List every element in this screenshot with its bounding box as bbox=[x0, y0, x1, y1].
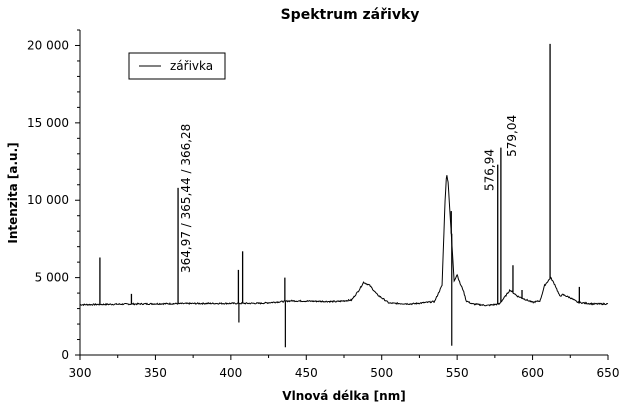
series-layer bbox=[79, 43, 609, 348]
peak-annotation-0: 364,97 / 365,44 / 366,28 bbox=[179, 124, 193, 273]
y-tick-label-0: 0 bbox=[61, 348, 69, 362]
y-axis: 0 5 000 10 000 15 000 20 000 bbox=[27, 29, 81, 362]
x-tick-label-450: 450 bbox=[295, 366, 318, 380]
series-zarivka-baseline bbox=[79, 175, 609, 307]
y-axis-label: Intenzita [a.u.] bbox=[6, 142, 20, 243]
annotation-layer: 364,97 / 365,44 / 366,28 576,94 579,04 bbox=[179, 115, 519, 273]
x-axis-label: Vlnová délka [nm] bbox=[282, 389, 405, 403]
x-tick-label-400: 400 bbox=[219, 366, 242, 380]
peak-annotation-1: 576,94 bbox=[482, 149, 496, 191]
x-axis: 300 350 400 450 500 550 600 650 bbox=[69, 354, 620, 380]
legend: zářivka bbox=[128, 52, 226, 80]
chart-title: Spektrum zářivky bbox=[281, 7, 420, 23]
y-tick-label-10000: 10 000 bbox=[27, 193, 69, 207]
y-tick-label-15000: 15 000 bbox=[27, 116, 69, 130]
x-tick-label-600: 600 bbox=[521, 366, 544, 380]
x-tick-label-500: 500 bbox=[370, 366, 393, 380]
y-tick-label-5000: 5 000 bbox=[35, 271, 69, 285]
legend-entry-zarivka: zářivka bbox=[170, 59, 213, 73]
x-tick-label-350: 350 bbox=[144, 366, 167, 380]
y-tick-label-20000: 20 000 bbox=[27, 38, 69, 52]
x-tick-label-300: 300 bbox=[69, 366, 92, 380]
plot-area: 300 350 400 450 500 550 600 650 0 5 000 10 000 15 … bbox=[27, 29, 620, 380]
x-tick-label-650: 650 bbox=[597, 366, 620, 380]
x-tick-label-550: 550 bbox=[446, 366, 469, 380]
peak-annotation-2: 579,04 bbox=[505, 115, 519, 157]
